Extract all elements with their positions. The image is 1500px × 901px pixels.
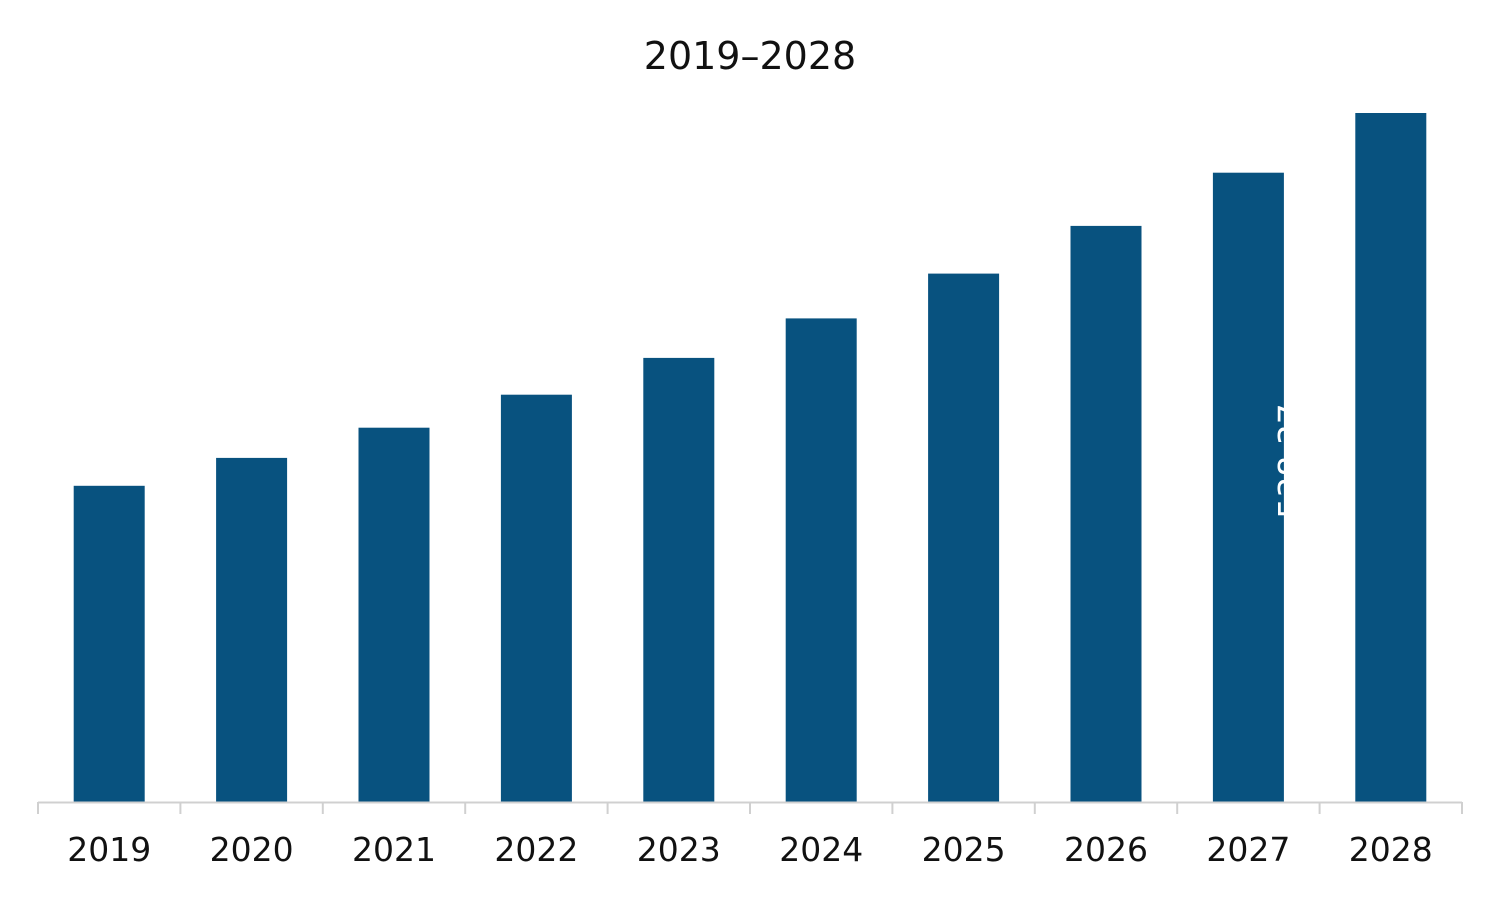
bar-2019	[73, 485, 145, 802]
bar-2020	[216, 457, 288, 802]
x-tick-label-2025: 2025	[922, 830, 1006, 869]
x-tick-label-2021: 2021	[352, 830, 436, 869]
x-tick-label-2026: 2026	[1064, 830, 1148, 869]
bar-2022	[500, 394, 572, 802]
x-tick-label-2023: 2023	[637, 830, 721, 869]
x-tick-label-2028: 2028	[1349, 830, 1433, 869]
chart-title: 2019–2028	[643, 34, 857, 78]
bar-2028	[1355, 113, 1427, 802]
data-label-2027: 538.37	[1271, 403, 1310, 518]
bar-2027	[1212, 172, 1284, 802]
x-tick-label-2019: 2019	[67, 830, 151, 869]
bar-2024	[785, 318, 857, 802]
x-tick-label-2022: 2022	[494, 830, 578, 869]
bar-2023	[643, 357, 715, 802]
x-tick-label-2020: 2020	[210, 830, 294, 869]
bar-2026	[1070, 225, 1142, 802]
bar-2021	[358, 427, 430, 802]
x-tick-label-2027: 2027	[1206, 830, 1290, 869]
x-tick-label-2024: 2024	[779, 830, 863, 869]
bar-2025	[928, 273, 1000, 803]
